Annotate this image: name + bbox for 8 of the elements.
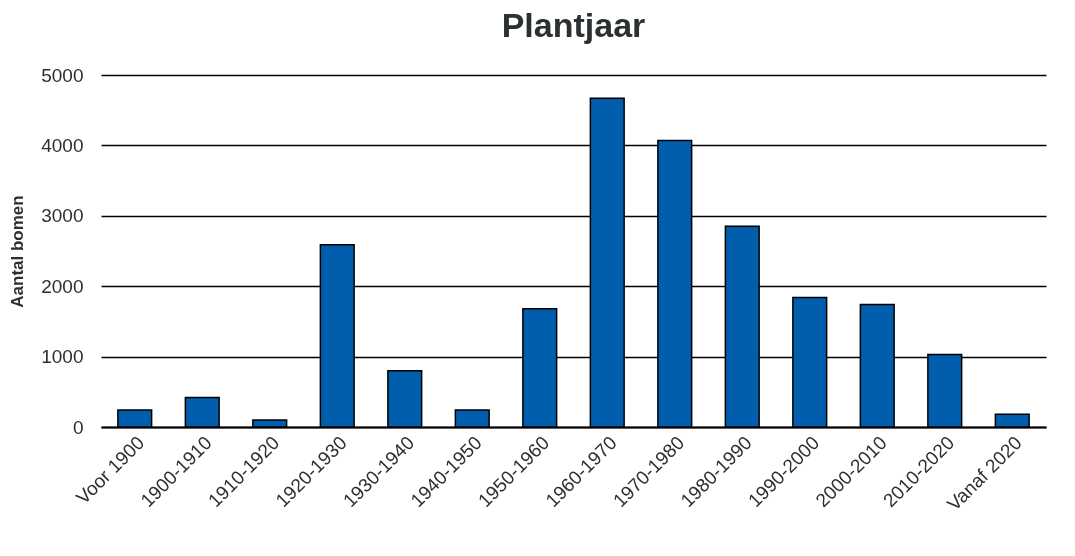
y-tick-label: 5000 bbox=[41, 64, 84, 86]
y-tick-label: 4000 bbox=[41, 134, 84, 156]
y-tick-label: 0 bbox=[72, 416, 84, 438]
y-tick-label: 3000 bbox=[41, 205, 84, 227]
y-tick-label: 1000 bbox=[41, 346, 84, 368]
chart-title: Plantjaar bbox=[501, 6, 646, 44]
y-tick-label: 2000 bbox=[41, 275, 84, 297]
y-axis-title: Aantal bomen bbox=[8, 195, 28, 308]
